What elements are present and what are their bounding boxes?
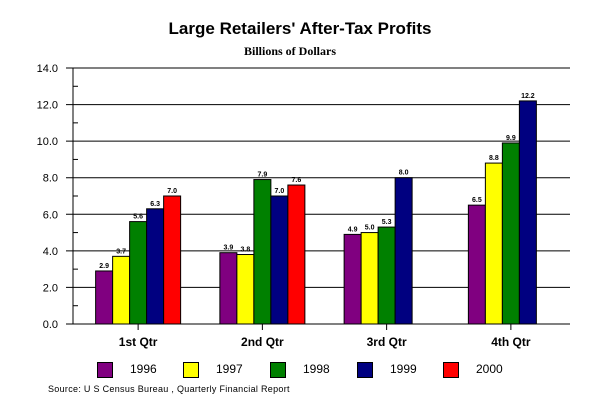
legend-label: 1996 [130,362,157,376]
y-tick-label: 6.0 [43,209,58,221]
bar-1999 [146,208,165,325]
data-label: 8.0 [399,170,409,177]
source-note: Source: U S Census Bureau , Quarterly Fi… [48,384,290,394]
legend-swatch [183,362,199,378]
bar-1999 [270,195,289,325]
legend-swatch [270,362,286,378]
y-tick-label: 4.0 [43,246,58,258]
legend-label: 1997 [216,362,243,376]
bar-2000 [287,184,306,325]
legend-label: 1999 [390,362,417,376]
data-label: 4.9 [348,226,358,233]
bar-1997 [360,232,379,325]
bar-1996 [219,252,238,325]
legend-swatch [443,362,459,378]
x-tick-label: 3rd Qtr [367,335,407,349]
x-tick-label: 4th Qtr [491,335,531,349]
data-label: 3.9 [224,245,234,252]
data-label: 6.5 [472,197,482,204]
bar-1998 [377,226,396,325]
y-tick-label: 8.0 [43,173,58,185]
data-label: 6.3 [150,201,160,208]
data-label: 3.8 [241,247,251,254]
chart-subtitle: Billions of Dollars [243,44,336,58]
data-label: 9.9 [506,135,516,142]
x-tick-label: 2nd Qtr [241,335,284,349]
y-tick-label: 10.0 [37,136,58,148]
data-label: 7.0 [167,188,177,195]
bar-2000 [163,195,182,325]
bar-1996 [95,270,114,325]
data-label: 5.0 [365,225,375,232]
y-tick-label: 12.0 [37,100,58,112]
data-label: 2.9 [99,263,109,270]
data-label: 5.6 [133,214,143,221]
bar-1997 [484,162,503,325]
data-label: 5.3 [382,219,392,226]
legend-swatch [357,362,373,378]
data-label: 7.9 [258,172,268,179]
data-label: 7.0 [275,188,285,195]
data-label: 3.7 [116,248,126,255]
legend-label: 2000 [476,362,503,376]
bar-1998 [501,142,520,325]
bar-1998 [129,221,148,325]
chart-title: Large Retailers' After-Tax Profits [168,19,432,38]
data-label: 8.8 [489,155,499,162]
y-tick-label: 14.0 [37,63,58,75]
legend-swatch [97,362,113,378]
bar-1997 [236,254,255,325]
x-tick-label: 1st Qtr [119,335,158,349]
data-label: 7.6 [292,177,302,184]
bar-1996 [343,233,362,325]
data-label: 12.2 [521,93,535,100]
bar-1996 [467,204,486,325]
bar-1997 [112,255,131,325]
y-tick-label: 0.0 [43,319,58,331]
bar-1999 [394,177,413,325]
y-tick-label: 2.0 [43,282,58,294]
legend-label: 1998 [303,362,330,376]
bar-1999 [518,100,537,325]
bar-1998 [253,179,272,325]
